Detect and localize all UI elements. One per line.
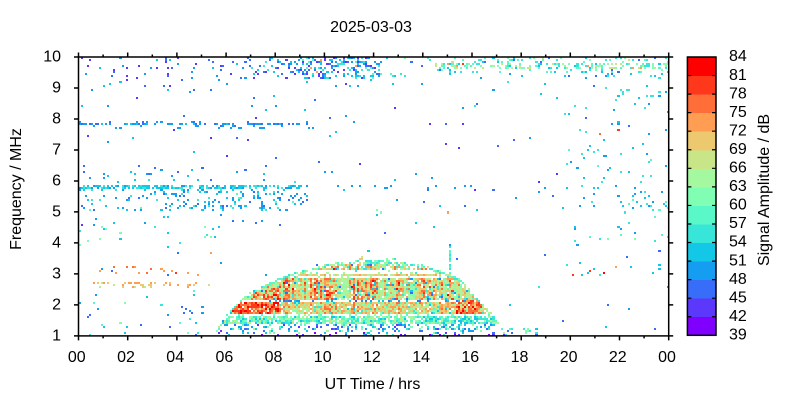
svg-text:66: 66 (729, 160, 747, 177)
svg-text:2: 2 (52, 297, 61, 314)
svg-text:16: 16 (461, 349, 479, 366)
svg-text:84: 84 (729, 48, 747, 65)
svg-text:57: 57 (729, 215, 747, 232)
svg-text:04: 04 (166, 349, 184, 366)
svg-text:51: 51 (729, 252, 747, 269)
svg-text:06: 06 (216, 349, 234, 366)
svg-text:2025-03-03: 2025-03-03 (330, 19, 412, 36)
svg-text:78: 78 (729, 85, 747, 102)
svg-text:48: 48 (729, 271, 747, 288)
svg-text:10: 10 (43, 49, 61, 66)
svg-text:UT Time / hrs: UT Time / hrs (325, 376, 421, 393)
svg-text:45: 45 (729, 289, 747, 306)
svg-text:20: 20 (560, 349, 578, 366)
svg-text:6: 6 (52, 173, 61, 190)
svg-text:5: 5 (52, 204, 61, 221)
svg-text:22: 22 (609, 349, 627, 366)
svg-text:18: 18 (511, 349, 529, 366)
svg-text:4: 4 (52, 235, 61, 252)
svg-text:00: 00 (68, 349, 86, 366)
svg-text:69: 69 (729, 141, 747, 158)
svg-text:72: 72 (729, 122, 747, 139)
svg-text:7: 7 (52, 142, 61, 159)
svg-text:14: 14 (412, 349, 430, 366)
svg-text:81: 81 (729, 67, 747, 84)
svg-text:42: 42 (729, 308, 747, 325)
svg-text:60: 60 (729, 197, 747, 214)
svg-text:8: 8 (52, 111, 61, 128)
svg-text:02: 02 (117, 349, 135, 366)
svg-text:3: 3 (52, 266, 61, 283)
svg-text:54: 54 (729, 234, 747, 251)
svg-text:08: 08 (265, 349, 283, 366)
svg-text:Frequency / MHz: Frequency / MHz (8, 128, 25, 250)
svg-text:1: 1 (52, 328, 61, 345)
svg-text:9: 9 (52, 80, 61, 97)
svg-text:39: 39 (729, 327, 747, 344)
svg-text:63: 63 (729, 178, 747, 195)
svg-text:Signal Amplitude / dB: Signal Amplitude / dB (756, 114, 773, 266)
svg-text:10: 10 (314, 349, 332, 366)
svg-text:12: 12 (363, 349, 381, 366)
svg-text:75: 75 (729, 104, 747, 121)
svg-text:00: 00 (658, 349, 676, 366)
